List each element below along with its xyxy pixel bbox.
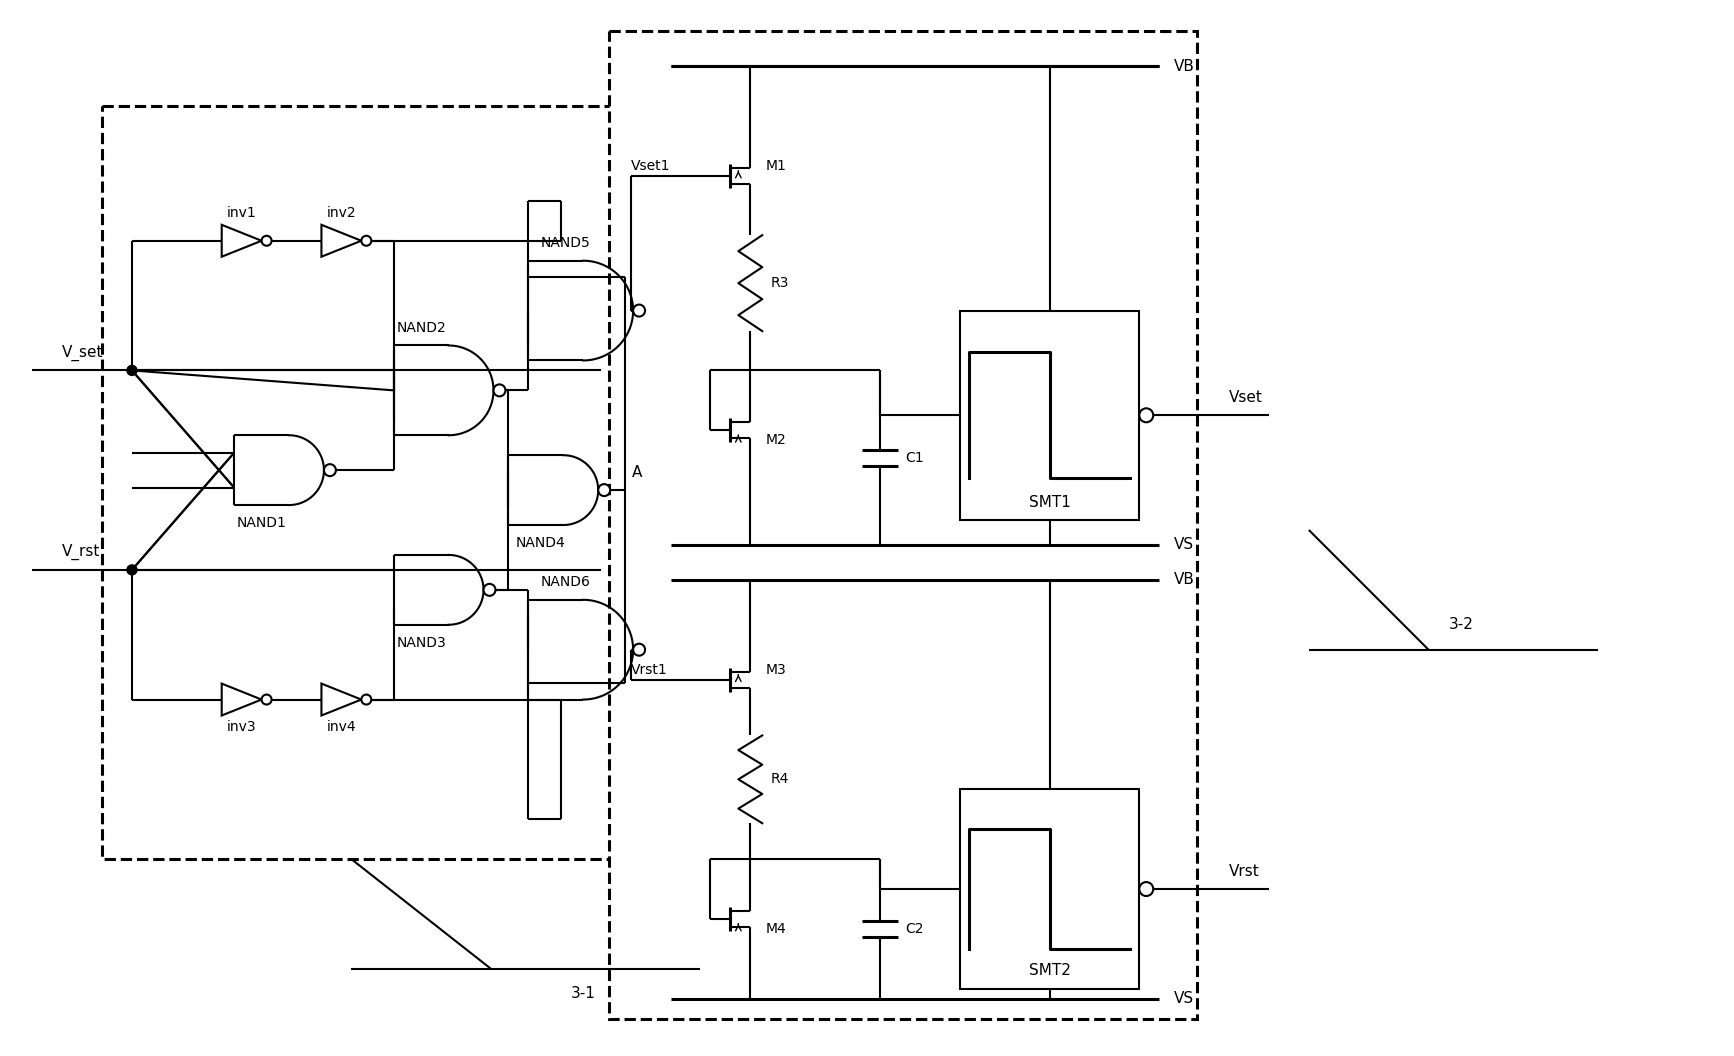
Circle shape	[262, 235, 272, 246]
Circle shape	[127, 565, 137, 574]
Circle shape	[127, 365, 137, 375]
Text: VB: VB	[1174, 572, 1195, 587]
Circle shape	[361, 235, 371, 246]
Bar	[959, 789, 1139, 988]
Text: C1: C1	[905, 451, 924, 465]
Text: VB: VB	[1174, 59, 1195, 74]
Bar	[102, 106, 631, 860]
Circle shape	[262, 695, 272, 704]
Text: A: A	[631, 465, 642, 479]
Text: NAND4: NAND4	[517, 536, 565, 550]
Text: Vset: Vset	[1229, 390, 1262, 404]
Circle shape	[324, 465, 336, 476]
Circle shape	[1139, 882, 1153, 897]
Circle shape	[1139, 409, 1153, 422]
Text: SMT2: SMT2	[1028, 963, 1070, 978]
Text: V_set: V_set	[62, 344, 104, 360]
Text: VS: VS	[1174, 538, 1195, 552]
Text: V_rst: V_rst	[62, 544, 101, 560]
Text: VS: VS	[1174, 992, 1195, 1006]
Text: inv1: inv1	[227, 206, 257, 220]
Text: NAND1: NAND1	[236, 516, 286, 530]
Text: R3: R3	[770, 277, 789, 290]
Text: M1: M1	[765, 159, 786, 173]
Text: NAND6: NAND6	[541, 574, 591, 589]
Bar	[609, 32, 1196, 1019]
Text: M2: M2	[765, 433, 786, 448]
Text: 3-2: 3-2	[1448, 618, 1474, 633]
Text: SMT1: SMT1	[1028, 494, 1070, 510]
Text: Vset1: Vset1	[631, 159, 669, 173]
Circle shape	[494, 384, 505, 396]
Text: C2: C2	[905, 922, 924, 936]
Circle shape	[484, 584, 496, 596]
Text: NAND5: NAND5	[541, 235, 591, 250]
Circle shape	[633, 644, 645, 656]
Text: inv2: inv2	[326, 206, 355, 220]
Text: NAND3: NAND3	[397, 636, 446, 649]
Text: inv4: inv4	[326, 720, 355, 735]
Circle shape	[361, 695, 371, 704]
Circle shape	[598, 484, 610, 496]
Text: NAND2: NAND2	[397, 321, 446, 335]
Text: inv3: inv3	[227, 720, 257, 735]
Text: M4: M4	[765, 922, 786, 936]
Text: Vrst1: Vrst1	[631, 662, 668, 677]
Text: Vrst: Vrst	[1229, 864, 1261, 879]
Bar	[959, 310, 1139, 520]
Circle shape	[633, 304, 645, 317]
Text: R4: R4	[770, 772, 789, 787]
Text: 3-1: 3-1	[570, 986, 596, 1001]
Text: M3: M3	[765, 662, 786, 677]
